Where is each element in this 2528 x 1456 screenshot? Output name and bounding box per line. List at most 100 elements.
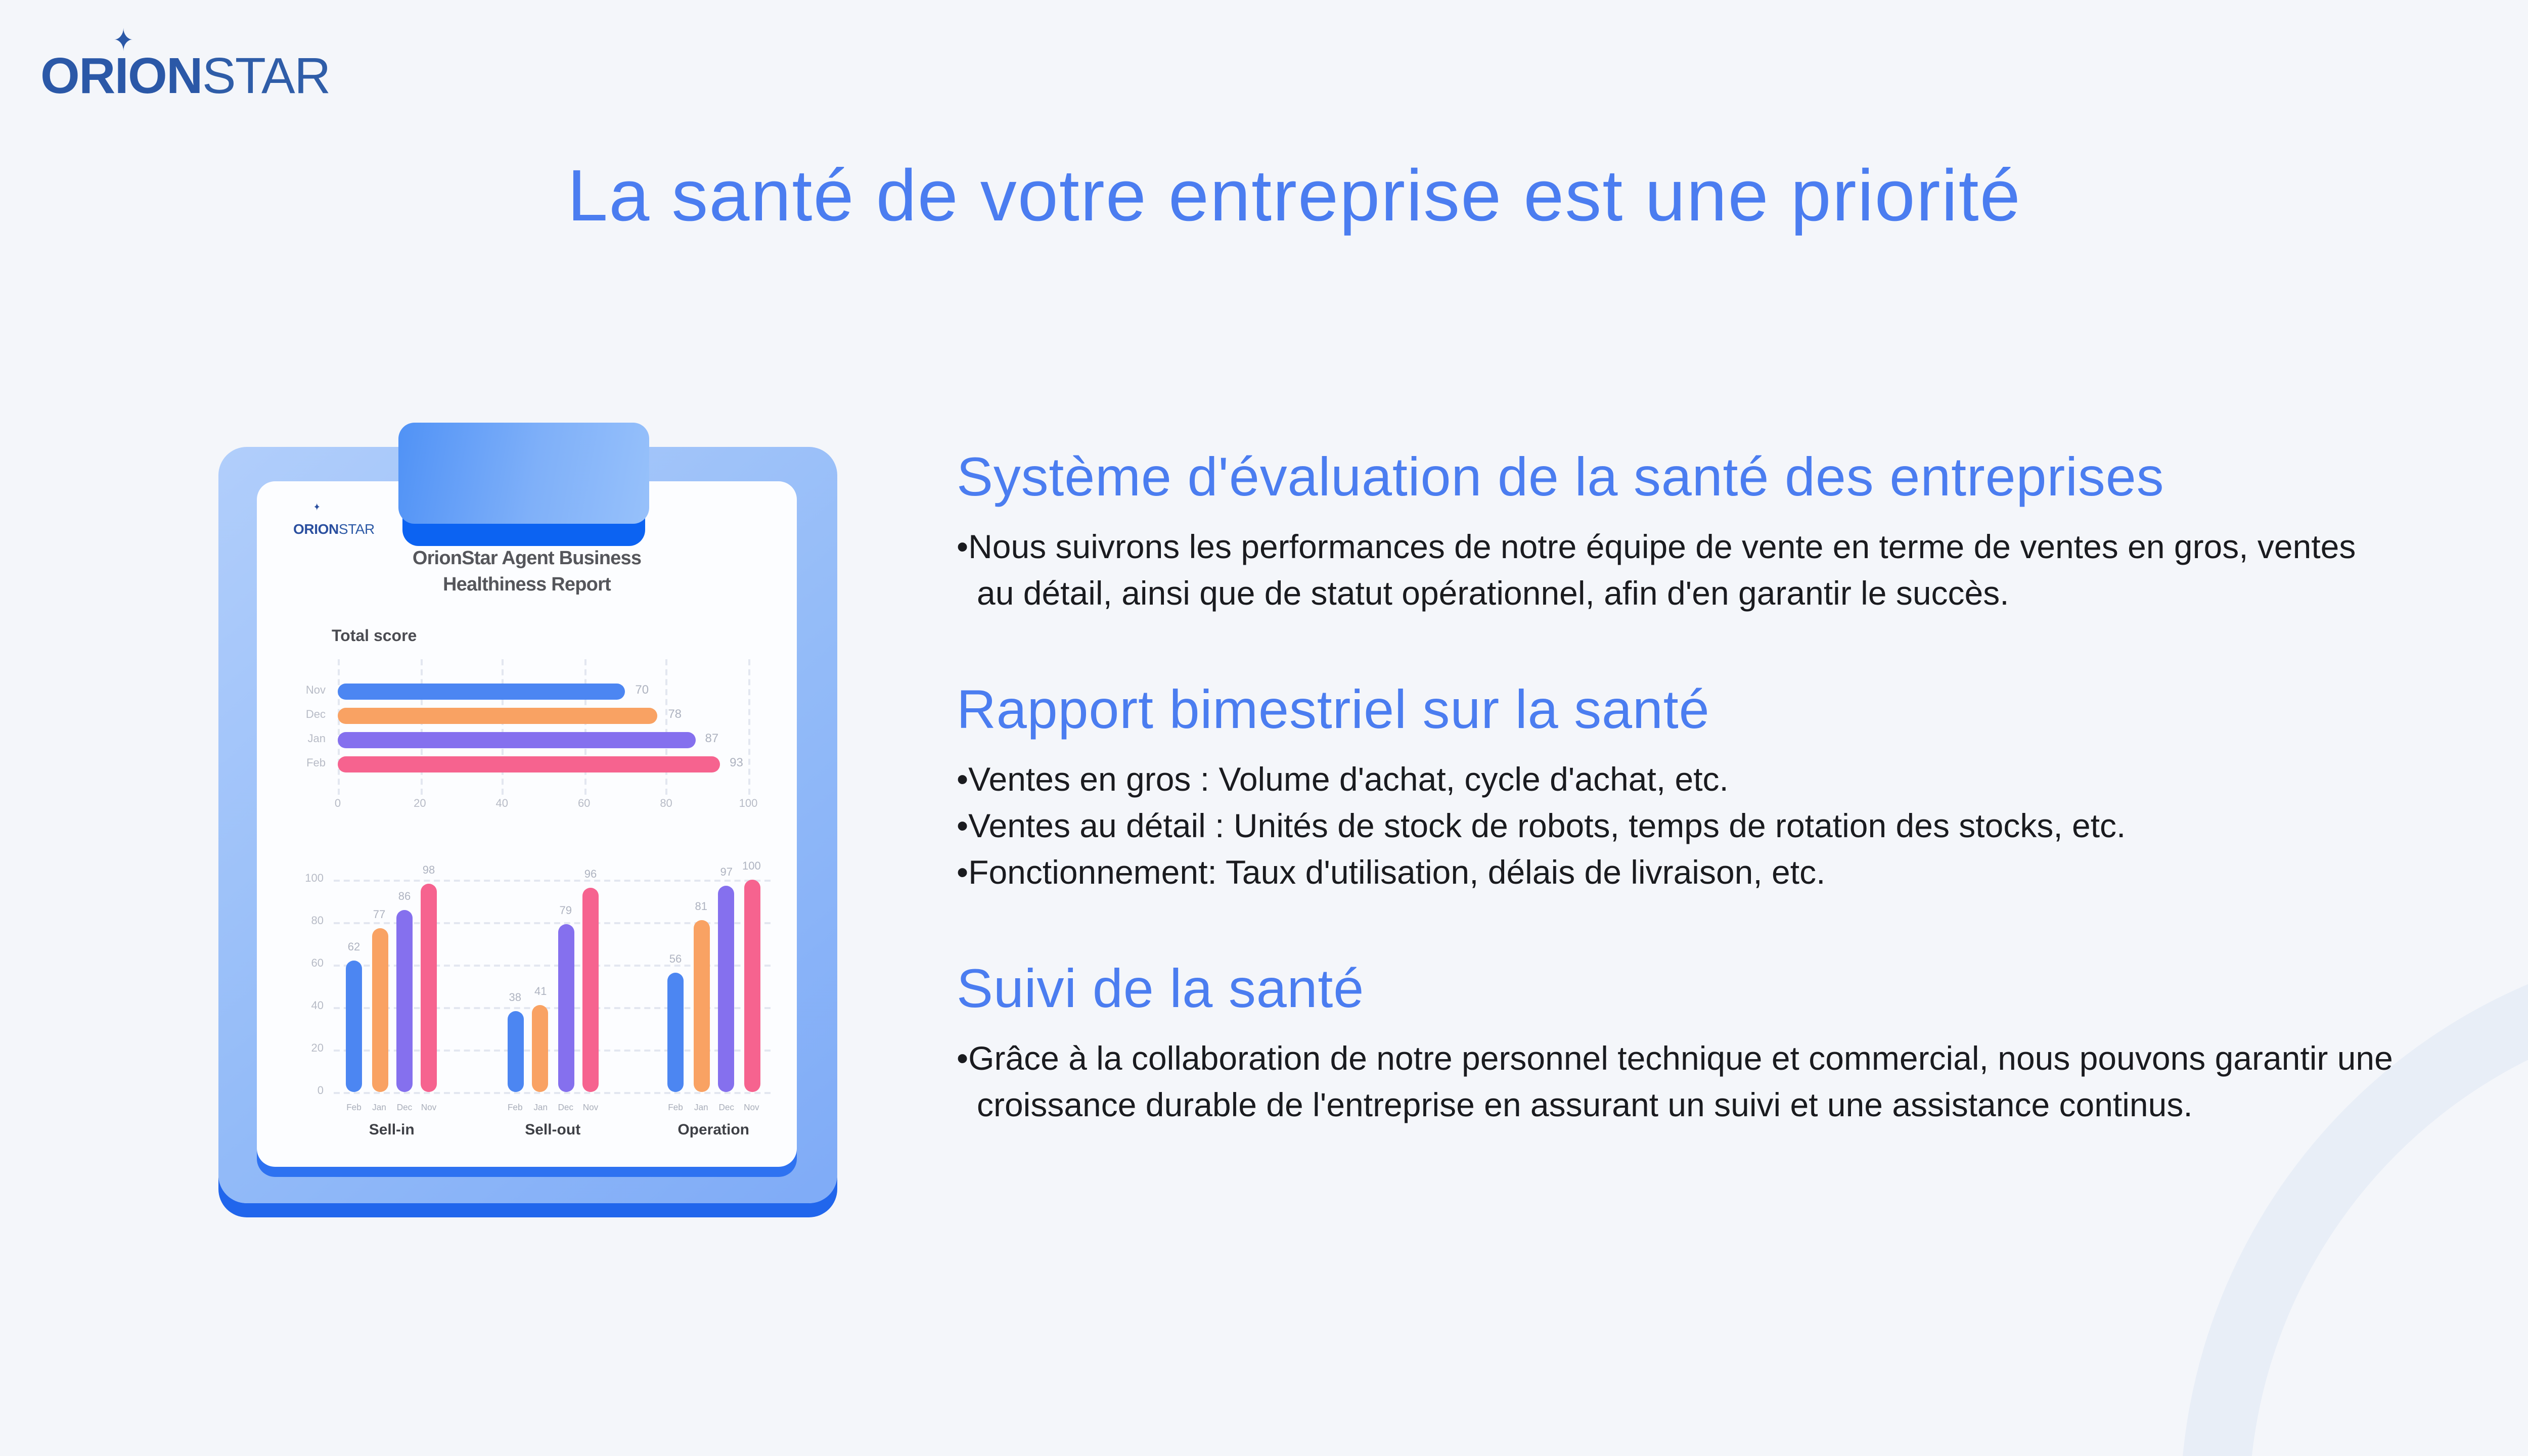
value-label: 100 (742, 861, 761, 874)
logo-bold-part: ORION (40, 49, 203, 105)
bar-segment (338, 684, 625, 700)
chart-title: Total score (332, 627, 417, 645)
axis-tick-label: 100 (739, 799, 758, 811)
content-column: Système d'évaluation de la santé des ent… (957, 445, 2397, 1189)
bar-segment (667, 973, 684, 1092)
bullet-text: Ventes au détail : Unités de stock de ro… (968, 809, 2126, 845)
section-health-tracking: Suivi de la santé •Grâce à la collaborat… (957, 957, 2397, 1130)
header-logo: ✦ ORIONSTAR (40, 23, 331, 109)
value-label: 78 (668, 709, 682, 721)
report-title-line1: OrionStar Agent Business (412, 548, 642, 570)
bullet-dot: • (957, 809, 969, 845)
grid-line (502, 659, 504, 795)
bullet-text: Fonctionnement: Taux d'utilisation, déla… (968, 855, 1826, 892)
bullet-text: Ventes en gros : Volume d'achat, cycle d… (968, 762, 1729, 799)
section-heading: Suivi de la santé (957, 959, 1365, 1019)
section-heading: Système d'évaluation de la santé des ent… (957, 447, 2164, 508)
bullet-item: •Nous suivrons les performances de notre… (957, 526, 2397, 619)
logo-light-part: STAR (202, 49, 331, 105)
report-title: OrionStar Agent Business Healthiness Rep… (257, 548, 797, 599)
axis-tick-label: 20 (311, 1042, 324, 1055)
month-label: Jan (533, 1102, 548, 1112)
star-icon: ✦ (313, 500, 321, 513)
month-label: Feb (346, 1102, 362, 1112)
bullet-item: •Ventes au détail : Unités de stock de r… (957, 805, 2397, 851)
bar-segment (421, 884, 437, 1092)
month-label: Nov (744, 1102, 759, 1112)
total-score-bar-chart: 0 20 40 60 80 100 Nov 70 Dec 78 Jan 87 Feb 93 (257, 481, 797, 1167)
month-label: Jan (694, 1102, 708, 1112)
month-label: Nov (421, 1102, 437, 1112)
category-label: Jan (307, 733, 326, 745)
header-logo-text: ORIONSTAR (40, 49, 331, 105)
bar-segment (718, 886, 735, 1092)
value-label: 38 (509, 993, 522, 1006)
bullet-text: Grâce à la collaboration de notre person… (968, 1041, 2393, 1124)
grid-line (334, 965, 771, 967)
value-label: 41 (534, 986, 547, 999)
month-label: Dec (558, 1102, 574, 1112)
bullet-item: •Ventes en gros : Volume d'achat, cycle … (957, 758, 2397, 805)
value-label: 70 (635, 685, 649, 697)
page-title: La santé de votre entreprise est une pri… (567, 154, 2021, 237)
report-logo: ✦ ORIONSTAR (293, 499, 375, 538)
group-label: Sell-out (525, 1120, 581, 1139)
axis-tick-label: 20 (414, 799, 426, 811)
value-label: 97 (720, 868, 733, 880)
value-label: 79 (559, 906, 572, 919)
value-label: 93 (730, 757, 743, 769)
report-title-line2: Healthiness Report (443, 573, 611, 596)
grid-line (584, 659, 586, 795)
bullet-text: Nous suivrons les performances de notre … (968, 530, 2356, 613)
grid-line (338, 659, 340, 795)
bullet-dot: • (957, 530, 969, 566)
group-label: Sell-in (369, 1120, 415, 1139)
bullet-item: •Fonctionnement: Taux d'utilisation, dél… (957, 851, 2397, 898)
bullet-item: •Grâce à la collaboration de notre perso… (957, 1037, 2397, 1130)
clipboard-illustration: ✦ ORIONSTAR OrionStar Agent Business Hea… (218, 423, 837, 1203)
axis-tick-label: 80 (311, 915, 324, 927)
logo-light-part: STAR (338, 524, 375, 538)
section-bimonthly-report: Rapport bimestriel sur la santé •Ventes … (957, 677, 2397, 898)
bar-segment (507, 1011, 523, 1092)
value-label: 86 (398, 891, 411, 903)
bar-segment (743, 880, 760, 1092)
bar-segment (396, 909, 413, 1092)
bar-segment (582, 888, 599, 1092)
bar-segment (557, 924, 574, 1092)
value-label: 77 (373, 910, 386, 923)
bar-segment (346, 960, 362, 1092)
month-label: Dec (396, 1102, 413, 1112)
grouped-bar-chart: 0 20 40 60 80 100 62 Feb 77 Jan 86 Dec 98 Nov Sell-in 3… (257, 481, 797, 1167)
axis-tick-label: 100 (305, 873, 324, 885)
month-label: Nov (582, 1102, 599, 1112)
category-label: Dec (305, 709, 326, 721)
axis-tick-label: 60 (577, 799, 591, 811)
bullet-dot: • (957, 762, 969, 799)
category-label: Feb (306, 757, 326, 769)
bar-segment (371, 928, 387, 1092)
category-label: Nov (305, 685, 326, 697)
value-label: 62 (347, 942, 360, 954)
axis-tick-label: 60 (311, 958, 324, 970)
axis-tick-label: 40 (495, 799, 509, 811)
bar-segment (338, 708, 658, 724)
value-label: 96 (584, 870, 597, 882)
logo-bold-part: ORION (293, 524, 339, 538)
clip (398, 423, 649, 524)
value-label: 81 (695, 901, 708, 914)
group-label: Operation (678, 1120, 749, 1139)
section-heading: Rapport bimestriel sur la santé (957, 679, 1710, 740)
report-paper: ✦ ORIONSTAR OrionStar Agent Business Hea… (257, 481, 797, 1167)
grid-line (334, 1050, 771, 1052)
value-label: 56 (669, 954, 682, 967)
month-label: Jan (372, 1102, 386, 1112)
axis-tick-label: 80 (660, 799, 672, 811)
bullet-dot: • (957, 1041, 969, 1078)
bar-segment (532, 1005, 549, 1092)
value-label: 87 (705, 733, 719, 745)
axis-tick-label: 40 (311, 1000, 324, 1012)
bullet-dot: • (957, 855, 969, 892)
grid-line (334, 1092, 771, 1094)
